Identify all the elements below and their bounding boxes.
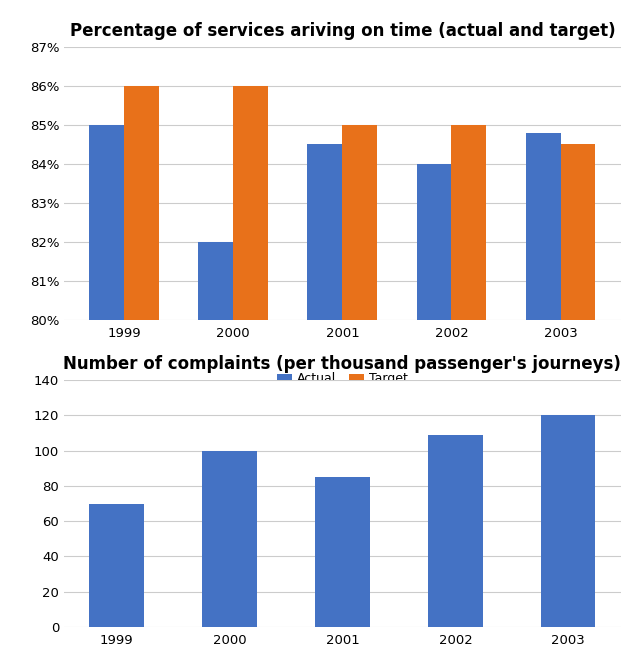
Bar (307, 144, 342, 667)
Bar (561, 144, 595, 667)
Title: Percentage of services ariving on time (actual and target): Percentage of services ariving on time (… (70, 21, 615, 39)
Bar (124, 86, 159, 667)
Bar (451, 125, 486, 667)
Bar (541, 416, 595, 627)
Bar (90, 504, 143, 627)
Title: Number of complaints (per thousand passenger's journeys): Number of complaints (per thousand passe… (63, 355, 621, 373)
Legend: Actual, Target: Actual, Target (272, 368, 413, 390)
Bar (90, 125, 124, 667)
Bar (342, 125, 378, 667)
Bar (234, 86, 268, 667)
Bar (428, 435, 483, 627)
Bar (198, 242, 234, 667)
Bar (316, 477, 369, 627)
Bar (525, 133, 561, 667)
Bar (202, 451, 257, 627)
Bar (417, 164, 451, 667)
